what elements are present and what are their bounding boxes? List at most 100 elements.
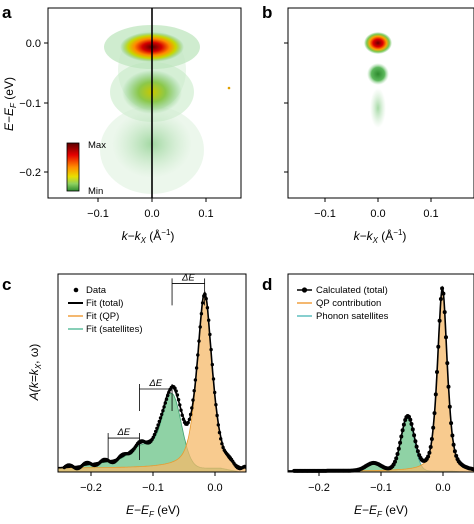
data-point: [155, 426, 159, 430]
b-xtick-3: 0.1: [423, 208, 438, 220]
data-point: [204, 297, 208, 301]
c-ylabel: A(k=kX, ω): [27, 344, 43, 401]
data-point: [394, 456, 399, 461]
data-point: [164, 397, 169, 401]
data-point: [163, 401, 167, 405]
panel-label-c: c: [2, 275, 11, 294]
axis-b: −0.1 0.0 0.1: [284, 42, 439, 220]
data-point: [156, 423, 160, 427]
data-point: [432, 411, 437, 416]
colorbar-min-label: Min: [88, 186, 103, 197]
legend-c-data: Data: [86, 285, 107, 296]
b-xtick-2: 0.0: [370, 208, 385, 220]
data-point: [440, 286, 445, 291]
axis-c: −0.2 −0.1 0.0: [80, 472, 223, 494]
data-point: [197, 339, 201, 343]
data-point: [161, 409, 165, 413]
legend-d-qp: QP contribution: [316, 298, 381, 309]
colorbar-max-label: Max: [88, 140, 106, 151]
delta-e-label-1: ΔE: [116, 427, 130, 438]
data-point: [395, 452, 400, 456]
data-point: [162, 405, 166, 409]
data-point: [428, 445, 433, 449]
a-xtick-3: 0.1: [198, 208, 213, 220]
data-point: [431, 425, 436, 430]
data-point: [433, 392, 438, 397]
legend-c-data-marker: [73, 287, 79, 293]
a-xlabel: k−kX (Å−1): [122, 228, 175, 245]
d-xlabel: E−EF (eV): [354, 503, 408, 519]
data-point: [178, 403, 182, 407]
data-point: [438, 297, 443, 301]
legend-c-sat: Fit (satellites): [86, 324, 142, 335]
data-point: [452, 449, 457, 454]
delta-e-label-2: ΔE: [148, 378, 162, 389]
data-point: [173, 386, 177, 390]
data-point: [217, 430, 222, 435]
data-point: [441, 291, 446, 296]
legend-d-total: Calculated (total): [316, 285, 388, 296]
data-point: [167, 390, 171, 394]
data-point: [158, 416, 163, 420]
data-point: [160, 412, 164, 417]
data-point: [154, 429, 158, 434]
data-point: [401, 422, 406, 427]
data-point: [216, 423, 220, 427]
data-point: [396, 446, 401, 451]
data-point: [194, 366, 199, 370]
data-point: [446, 384, 451, 389]
b-xlabel: k−kX (Å−1): [354, 228, 407, 245]
a-xtick-2: 0.0: [144, 208, 159, 220]
data-point: [188, 412, 193, 417]
data-point: [211, 377, 216, 381]
data-point: [393, 459, 397, 464]
c-xtick-3: 0.0: [207, 482, 222, 494]
data-point: [198, 325, 202, 329]
colorbar: Max Min: [66, 140, 106, 197]
data-point: [180, 413, 184, 417]
data-point: [221, 445, 225, 450]
panel-label-b: b: [262, 3, 272, 22]
data-point: [442, 310, 447, 315]
c-xlabel: E−EF (eV): [126, 503, 180, 519]
data-point: [199, 312, 204, 316]
panel-c-plot: [57, 291, 247, 473]
data-point: [413, 439, 418, 444]
d-xtick-2: −0.1: [370, 482, 392, 494]
data-point: [205, 306, 210, 310]
data-point: [214, 403, 218, 407]
data-point: [176, 398, 181, 402]
data-point: [208, 332, 212, 337]
data-point: [220, 442, 224, 446]
data-point: [435, 370, 439, 374]
data-point: [196, 353, 200, 357]
panel-label-d: d: [262, 275, 272, 294]
data-point: [151, 435, 155, 439]
legend-c-qp: Fit (QP): [86, 311, 119, 322]
data-point: [426, 454, 431, 459]
panel-label-a: a: [2, 3, 12, 22]
a-xlabel-k: k−k: [122, 229, 142, 243]
heatmap-a-features: [100, 25, 231, 194]
data-point: [412, 433, 417, 438]
data-point: [193, 378, 198, 382]
data-point: [410, 427, 415, 432]
panel-b-heatmap: [287, 7, 474, 199]
data-point: [157, 419, 161, 424]
data-point: [408, 417, 413, 422]
heatmap-b-tail: [370, 88, 386, 128]
a-ytick-3: −0.2: [19, 167, 41, 179]
data-point: [210, 362, 214, 367]
data-point: [152, 432, 157, 437]
heatmap-a-dot: [227, 86, 231, 90]
a-ylabel: E−EF (eV): [2, 77, 18, 131]
data-point: [454, 453, 459, 458]
data-point: [179, 408, 183, 412]
legend-d: Calculated (total) QP contribution Phono…: [297, 285, 389, 322]
data-point: [213, 390, 217, 395]
data-point: [219, 437, 223, 441]
data-point: [409, 422, 414, 426]
data-point: [437, 318, 442, 323]
data-point: [445, 361, 450, 366]
data-point: [190, 406, 194, 410]
